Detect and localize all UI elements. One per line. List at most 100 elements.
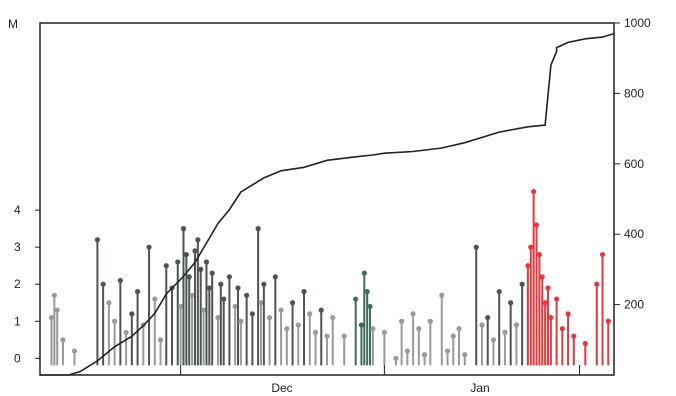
event-marker xyxy=(427,318,433,324)
event-marker xyxy=(559,326,565,332)
left-tick-label: 0 xyxy=(14,351,21,365)
event-marker xyxy=(582,340,588,347)
event-marker xyxy=(502,329,508,335)
event-marker xyxy=(353,296,359,302)
event-marker xyxy=(195,237,201,243)
left-axis-label: M xyxy=(8,17,18,31)
event-marker xyxy=(200,307,207,313)
plot-frame xyxy=(39,22,615,376)
event-marker xyxy=(312,329,319,335)
event-marker xyxy=(198,266,204,272)
cumulative-line xyxy=(40,32,615,376)
event-marker xyxy=(444,348,451,354)
event-marker xyxy=(421,352,428,358)
event-marker xyxy=(439,292,445,298)
event-marker xyxy=(599,251,606,258)
event-marker xyxy=(284,326,290,332)
event-marker xyxy=(226,274,233,280)
event-marker xyxy=(364,289,370,295)
event-marker xyxy=(215,314,221,321)
event-marker xyxy=(60,337,66,343)
event-marker xyxy=(361,270,367,276)
event-marker xyxy=(341,333,347,339)
event-marker xyxy=(496,289,502,295)
event-marker xyxy=(594,281,600,287)
event-marker xyxy=(206,285,212,291)
event-marker xyxy=(533,222,540,228)
event-marker xyxy=(186,274,192,280)
event-marker xyxy=(513,322,520,328)
left-axis: 0 1 2 3 4 xyxy=(14,203,40,365)
event-marker xyxy=(218,281,224,287)
left-tick-label: 2 xyxy=(14,277,21,291)
event-marker xyxy=(479,322,485,328)
event-marker xyxy=(548,314,554,321)
event-marker xyxy=(267,314,273,321)
event-marker xyxy=(258,300,264,306)
event-marker xyxy=(301,289,307,295)
curve-layer xyxy=(40,32,615,376)
event-marker xyxy=(146,244,152,250)
event-marker xyxy=(272,274,278,280)
event-marker xyxy=(203,259,210,265)
event-marker xyxy=(399,318,405,324)
event-marker xyxy=(554,296,560,302)
event-marker xyxy=(542,300,548,306)
event-marker xyxy=(324,333,330,339)
event-marker xyxy=(129,311,135,317)
event-marker xyxy=(112,318,118,324)
event-marker xyxy=(134,289,141,295)
event-marker xyxy=(51,292,57,298)
event-marker xyxy=(519,281,525,287)
event-marker xyxy=(605,318,611,324)
event-marker xyxy=(180,226,187,232)
event-marker xyxy=(117,277,123,284)
event-marker xyxy=(490,337,497,343)
event-marker xyxy=(192,248,198,254)
event-marker xyxy=(416,326,422,332)
event-marker xyxy=(525,263,531,269)
event-marker xyxy=(289,300,296,306)
right-axis: 200 400 600 800 1000 xyxy=(614,16,651,312)
right-tick-label: 800 xyxy=(624,86,644,100)
event-marker xyxy=(404,348,410,354)
event-marker xyxy=(48,314,55,321)
event-marker xyxy=(545,285,551,291)
event-marker xyxy=(539,274,545,280)
event-marker xyxy=(71,348,78,354)
event-marker xyxy=(235,285,241,291)
event-marker xyxy=(232,303,238,310)
event-marker xyxy=(307,311,313,317)
event-marker xyxy=(238,318,244,324)
event-marker xyxy=(178,303,184,310)
event-marker xyxy=(249,311,255,317)
left-tick-label: 3 xyxy=(14,240,21,254)
event-marker xyxy=(244,292,250,298)
event-marker xyxy=(330,314,336,321)
event-marker xyxy=(536,251,542,258)
event-marker xyxy=(54,307,60,313)
event-marker xyxy=(571,333,577,339)
event-marker xyxy=(473,244,479,250)
event-marker xyxy=(175,259,181,265)
event-marker xyxy=(370,326,376,332)
x-axis xyxy=(180,365,581,375)
right-tick-label: 1000 xyxy=(624,16,651,30)
right-tick-label: 400 xyxy=(624,227,644,241)
event-marker xyxy=(528,244,534,250)
event-marker xyxy=(367,303,373,310)
right-tick-label: 200 xyxy=(624,298,644,312)
event-marker xyxy=(381,329,387,335)
left-tick-label: 4 xyxy=(14,203,21,217)
event-marker xyxy=(456,326,462,332)
events-layer xyxy=(48,188,611,366)
event-marker xyxy=(531,188,537,195)
event-marker xyxy=(221,296,227,302)
event-marker xyxy=(485,314,491,321)
event-marker xyxy=(94,237,100,243)
event-marker xyxy=(183,251,189,258)
event-marker xyxy=(123,329,129,335)
event-marker xyxy=(163,263,169,269)
event-marker xyxy=(209,270,215,276)
